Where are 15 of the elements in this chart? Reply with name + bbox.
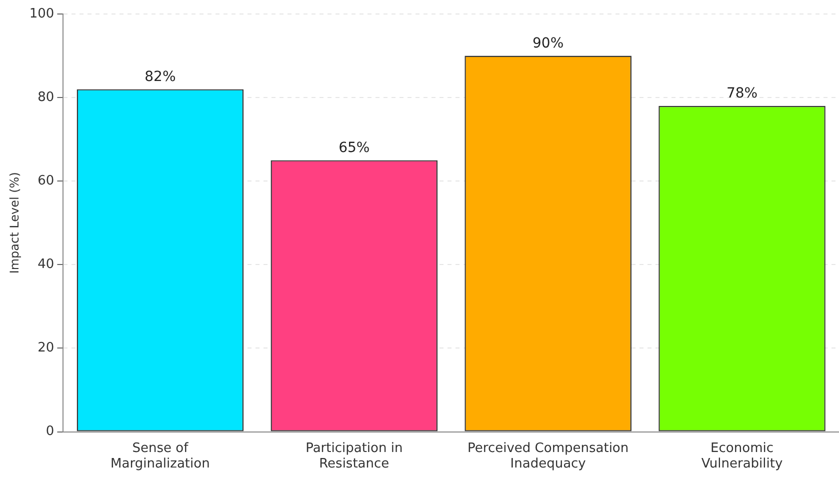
x-tick-label: Perceived Compensation Inadequacy	[468, 440, 629, 472]
x-tick-label: Sense of Marginalization	[110, 440, 210, 472]
y-tick-label: 80	[38, 90, 54, 105]
data-label: 82%	[144, 68, 176, 85]
data-label: 90%	[532, 35, 564, 52]
y-tick-label: 100	[29, 6, 54, 22]
x-tick-label: Participation in Resistance	[306, 440, 403, 472]
data-label: 78%	[726, 86, 758, 102]
y-tick-label: 60	[38, 173, 54, 188]
data-label: 65%	[338, 140, 370, 156]
x-tick-label: Economic Vulnerability	[701, 440, 783, 472]
y-tick-label: 40	[38, 257, 54, 272]
y-axis-title: Impact Level (%)	[7, 172, 22, 274]
y-tick-label: 0	[46, 424, 54, 440]
y-tick-label: 20	[38, 340, 54, 356]
